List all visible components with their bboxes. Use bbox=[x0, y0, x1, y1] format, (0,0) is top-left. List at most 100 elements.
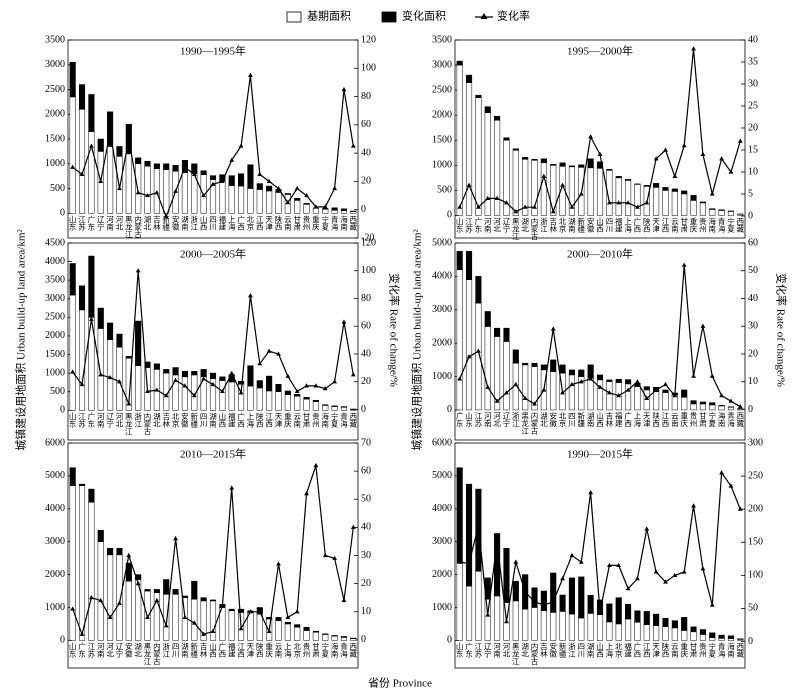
rate-marker bbox=[541, 173, 547, 178]
rate-marker bbox=[728, 398, 734, 403]
rate-marker bbox=[653, 156, 659, 161]
x-tick-label: 广西 bbox=[633, 216, 642, 234]
bar bbox=[568, 374, 575, 411]
x-tick-label: 陕西 bbox=[642, 216, 651, 234]
bar bbox=[256, 189, 263, 214]
bar bbox=[625, 179, 632, 181]
bar bbox=[690, 195, 697, 201]
bar bbox=[163, 579, 170, 595]
bar bbox=[709, 208, 716, 210]
y2-tick-label: 5 bbox=[748, 188, 753, 199]
bar bbox=[699, 629, 706, 635]
x-tick-label: 山东 bbox=[68, 411, 77, 428]
bar bbox=[596, 374, 604, 381]
bar bbox=[97, 541, 104, 641]
rate-marker bbox=[117, 185, 122, 191]
bar bbox=[275, 391, 282, 411]
bar bbox=[238, 608, 245, 613]
y2-tick-label: 0 bbox=[361, 204, 366, 215]
x-tick-label: 江西 bbox=[255, 215, 264, 232]
rate-marker bbox=[285, 373, 291, 378]
x-tick-label: 青海 bbox=[339, 411, 348, 429]
bar bbox=[606, 379, 613, 382]
y-tick-label: 1000 bbox=[45, 158, 65, 169]
y2-tick-label: 20 bbox=[361, 578, 371, 589]
y2-tick-label: 100 bbox=[361, 265, 376, 276]
rate-marker bbox=[691, 373, 696, 378]
x-tick-label: 浙江 bbox=[161, 641, 170, 659]
bar bbox=[643, 624, 650, 641]
rate-marker bbox=[276, 561, 281, 566]
bar bbox=[340, 210, 348, 214]
x-tick-label: 浙江 bbox=[539, 216, 548, 234]
bar bbox=[97, 328, 104, 411]
rate-marker bbox=[485, 384, 491, 389]
rate-marker bbox=[126, 401, 132, 406]
x-tick-label: 河北 bbox=[105, 642, 114, 659]
rate-marker bbox=[238, 626, 244, 631]
bar bbox=[681, 617, 688, 631]
rate-marker bbox=[229, 157, 235, 162]
rate-marker bbox=[663, 579, 668, 584]
rate-marker bbox=[709, 191, 715, 196]
rate-marker bbox=[588, 490, 594, 495]
x-tick-label: 广西 bbox=[236, 411, 245, 429]
bar bbox=[653, 183, 660, 188]
bar bbox=[512, 150, 519, 216]
x-tick-label: 新疆 bbox=[558, 641, 567, 659]
x-tick-label: 湖北 bbox=[152, 412, 161, 429]
y2-tick-label: 80 bbox=[361, 293, 371, 304]
bar bbox=[522, 362, 529, 366]
rate-marker bbox=[126, 136, 132, 141]
rate-marker bbox=[210, 628, 216, 634]
rate-marker bbox=[294, 609, 300, 614]
bar bbox=[596, 168, 604, 216]
y-tick-label: 3000 bbox=[45, 536, 65, 547]
bar bbox=[662, 392, 669, 411]
y2-tick-label: 10 bbox=[748, 376, 758, 387]
rate-marker bbox=[663, 147, 668, 152]
y-tick-label: 3500 bbox=[432, 34, 452, 45]
bar bbox=[107, 548, 114, 556]
bar bbox=[653, 625, 660, 641]
x-tick-label: 山西 bbox=[595, 641, 604, 659]
rate-marker bbox=[681, 143, 687, 148]
x-tick-label: 陕西 bbox=[255, 411, 264, 429]
bar bbox=[475, 97, 482, 216]
bar bbox=[256, 380, 263, 389]
x-tick-label: 辽宁 bbox=[115, 642, 124, 658]
x-tick-label: 青海 bbox=[717, 641, 726, 659]
rate-marker bbox=[201, 376, 207, 381]
bar bbox=[181, 370, 188, 378]
rate-marker bbox=[691, 503, 696, 508]
bar bbox=[615, 378, 622, 383]
bar bbox=[256, 183, 263, 190]
rate-marker bbox=[672, 173, 678, 178]
x-tick-label: 湖北 bbox=[143, 215, 152, 232]
x-tick-label: 安徽 bbox=[180, 411, 189, 429]
rate-marker bbox=[616, 393, 622, 398]
x-tick-label: 新疆 bbox=[161, 214, 170, 232]
rate-marker bbox=[201, 192, 207, 198]
rate-marker bbox=[532, 204, 537, 209]
bar bbox=[163, 594, 170, 641]
y2-tick-label: 200 bbox=[748, 503, 763, 514]
x-tick-label: 上海 bbox=[623, 217, 632, 234]
rate-marker bbox=[126, 552, 132, 558]
rate-marker bbox=[332, 555, 338, 560]
x-tick-label: 广东 bbox=[464, 641, 473, 658]
bar bbox=[596, 614, 604, 641]
x-tick-label: 四川 bbox=[605, 217, 614, 233]
rate-marker bbox=[457, 376, 463, 381]
bar bbox=[172, 589, 179, 595]
bar bbox=[465, 82, 473, 216]
y2-tick-label: 40 bbox=[361, 522, 371, 533]
bar bbox=[144, 361, 151, 368]
bar bbox=[690, 631, 697, 641]
rate-marker bbox=[466, 182, 472, 187]
rate-marker bbox=[504, 390, 509, 395]
x-tick-label: 海南 bbox=[330, 641, 339, 658]
bar bbox=[78, 285, 86, 311]
rate-marker bbox=[304, 383, 309, 388]
x-tick-label: 广东 bbox=[87, 411, 96, 428]
